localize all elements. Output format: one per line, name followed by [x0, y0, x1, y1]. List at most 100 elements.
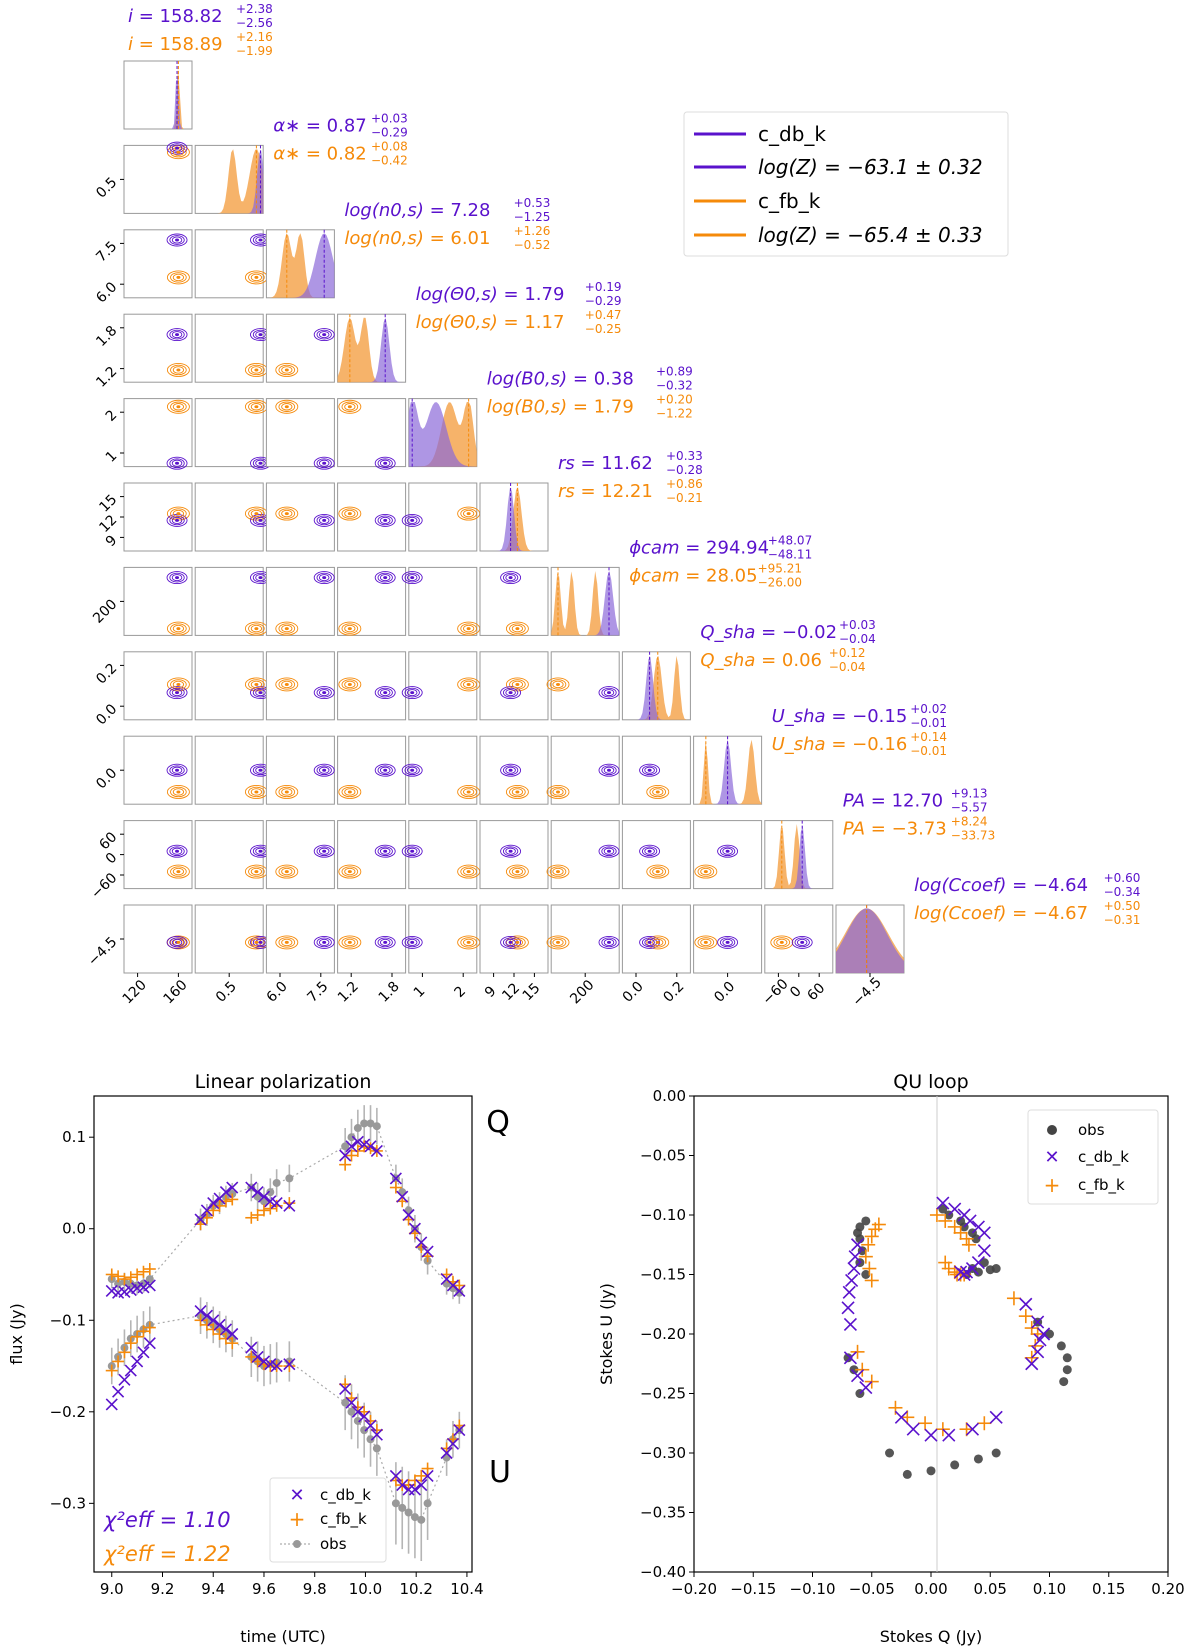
contour-purple [598, 844, 620, 858]
contour-orange [549, 786, 567, 798]
qu-ytick-label: −0.10 [640, 1206, 686, 1224]
contour-purple [318, 574, 330, 582]
qu-cdb-point [954, 1265, 968, 1279]
cfb-point [421, 1462, 434, 1475]
contour-purple [719, 937, 736, 948]
contour-core-orange [515, 870, 520, 874]
chi2-purple: χ²eff = 1.10 [103, 1508, 231, 1532]
corner-xtick-label: 15 [520, 980, 544, 1004]
contour-purple [313, 844, 335, 858]
qu-obs-point [902, 1469, 912, 1479]
contour-purple [374, 763, 396, 777]
contour-panel [194, 735, 271, 805]
obs-point [360, 1119, 369, 1128]
contour-purple [255, 766, 266, 774]
contour-purple [505, 689, 516, 697]
contour-core-purple [175, 768, 180, 772]
contour-core-purple [607, 768, 611, 772]
param-err-down: −0.25 [585, 322, 622, 336]
contour-purple [374, 571, 396, 585]
qu-cdb-point [848, 1250, 862, 1264]
cfb-point [200, 1318, 213, 1331]
legend-marker-dot [1047, 1125, 1057, 1135]
param-err-down: −0.21 [666, 491, 703, 505]
contour-purple [171, 516, 183, 524]
contour-core-orange [254, 368, 259, 372]
panel-frame [194, 904, 264, 974]
param-err-down: −0.04 [829, 660, 866, 674]
param-err-down: −0.29 [371, 125, 408, 139]
contour-panel [265, 482, 335, 552]
panel-frame [123, 144, 193, 214]
contour-panel [337, 651, 407, 721]
corner-xtick-label: 0.5 [213, 979, 240, 1006]
ts-xlabel: time (UTC) [240, 1627, 325, 1646]
contour-panel [479, 651, 549, 721]
contour-purple [255, 331, 266, 339]
legend-item: log(Z) = −63.1 ± 0.32 [758, 155, 983, 179]
contour-panel [764, 904, 834, 974]
cdb-point [257, 1190, 271, 1203]
contour-purple [601, 687, 617, 698]
contour-panel [194, 651, 271, 721]
contour-core-purple [175, 461, 180, 465]
corner-ytick-label: 6.0 [93, 279, 120, 306]
param-err-up: +8.24 [951, 815, 988, 829]
contour-purple [406, 574, 418, 582]
cdb-point [351, 1405, 364, 1418]
contour-orange [172, 680, 185, 689]
contour-purple [377, 572, 393, 583]
contour-purple [401, 935, 423, 949]
contour-orange [338, 935, 362, 950]
contour-orange [248, 272, 265, 283]
contour-purple [318, 766, 330, 774]
qu-obs-point [979, 1258, 989, 1268]
qu-ytick-label: −0.35 [640, 1504, 686, 1522]
corner-xtick-label: 0.0 [620, 979, 647, 1006]
contour-panel [693, 904, 763, 974]
cdb-point [396, 1190, 409, 1203]
contour-core-orange [284, 405, 289, 409]
corner-xtick-label: 0.2 [660, 979, 687, 1006]
contour-purple [316, 572, 332, 583]
param-value: rs = 11.62 [558, 453, 653, 474]
contour-purple [169, 846, 185, 857]
contour-orange [341, 623, 359, 634]
obs-point [341, 1398, 350, 1407]
qu-cfb-point [888, 1400, 903, 1415]
contour-core-orange [347, 405, 352, 409]
contour-orange [278, 508, 296, 519]
panel-frame [194, 820, 264, 890]
contour-core-purple [258, 849, 263, 853]
cdb-point [131, 1355, 144, 1368]
contour-core-purple [508, 940, 513, 944]
contour-orange [341, 401, 359, 412]
contour-purple [404, 937, 420, 948]
param-value: log(Ccoef) = −4.64 [914, 875, 1088, 896]
histogram-purple [480, 487, 548, 551]
contour-core-orange [466, 512, 471, 516]
contour-core-orange [703, 940, 708, 944]
cdb-point [446, 1437, 460, 1450]
contour-orange [463, 938, 475, 947]
obs-point [372, 1122, 381, 1131]
qu-cfb-point [953, 1225, 968, 1240]
contour-orange [166, 864, 190, 879]
contour-purple [318, 689, 330, 697]
contour-core-orange [655, 870, 660, 874]
qu-cdb-point [989, 1410, 1003, 1424]
cfb-point [213, 1328, 226, 1340]
qu-ytick-label: −0.25 [640, 1385, 686, 1403]
contour-core-orange [284, 682, 289, 686]
marginal-histogram [123, 60, 193, 130]
contour-panel [337, 735, 407, 805]
contour-purple [404, 572, 420, 583]
contour-orange [275, 677, 299, 692]
contour-core-purple [322, 940, 327, 944]
qu-cfb-point [900, 1410, 915, 1425]
contour-core-orange [284, 368, 289, 372]
cdb-point [283, 1199, 296, 1212]
corner-ytick-label: 0.5 [93, 174, 120, 201]
